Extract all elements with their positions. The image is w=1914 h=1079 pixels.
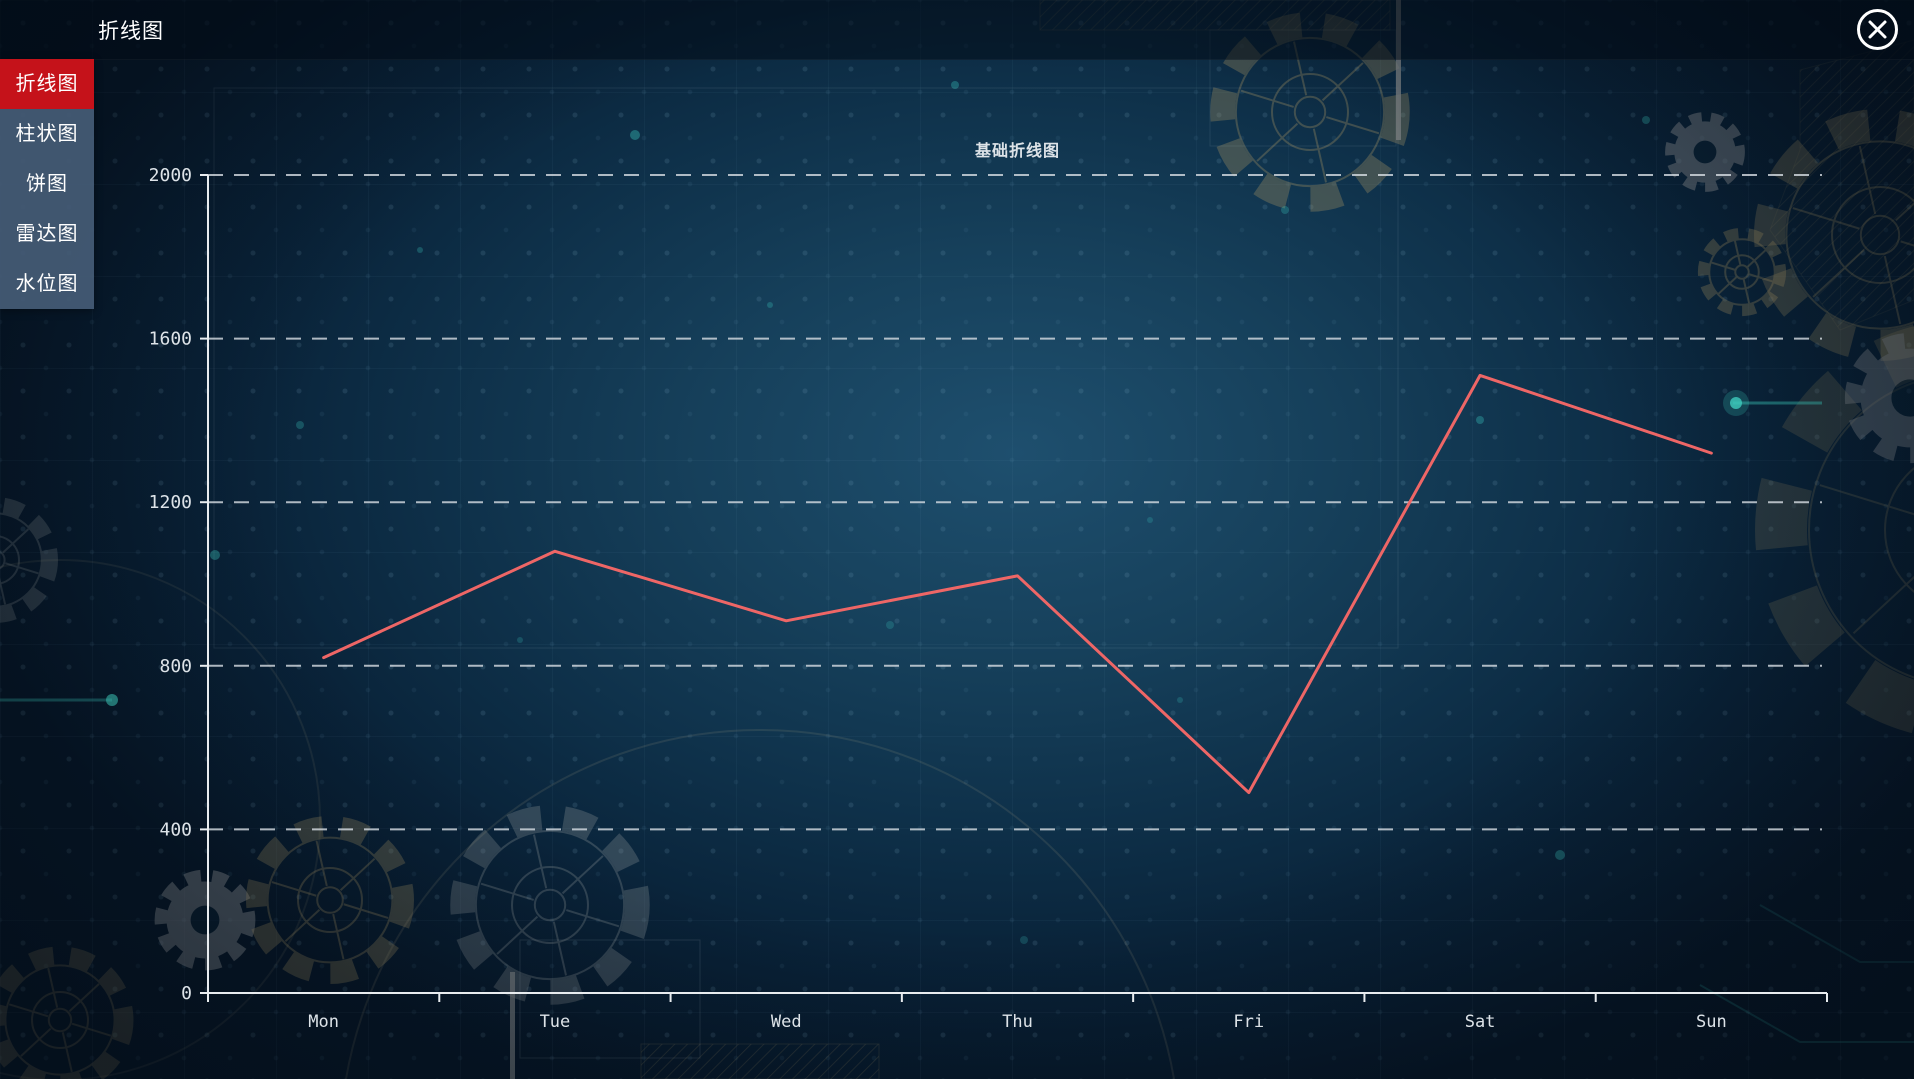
svg-text:2000: 2000 [149, 165, 192, 186]
sidebar-item-pie-chart[interactable]: 饼图 [26, 173, 68, 195]
svg-text:800: 800 [159, 656, 192, 677]
svg-text:Sun: Sun [1696, 1012, 1727, 1032]
sidebar-item-line-chart[interactable]: 折线图 [0, 59, 94, 109]
svg-text:Sat: Sat [1465, 1012, 1496, 1032]
svg-text:Wed: Wed [771, 1012, 802, 1032]
sidebar-item-radar-chart[interactable]: 雷达图 [15, 223, 79, 245]
svg-text:1200: 1200 [149, 492, 192, 513]
svg-text:Fri: Fri [1233, 1012, 1264, 1032]
svg-text:0: 0 [181, 983, 192, 1004]
svg-text:1600: 1600 [149, 329, 192, 350]
svg-text:Tue: Tue [540, 1012, 571, 1032]
header-bar: 折线图 [0, 0, 1914, 60]
close-button[interactable] [1856, 8, 1899, 51]
svg-text:400: 400 [159, 819, 192, 840]
chart-title: 基础折线图 [974, 143, 1060, 160]
sidebar-nav: 折线图 柱状图 饼图 雷达图 水位图 [0, 59, 94, 309]
close-icon [1857, 9, 1898, 50]
sidebar-item-liquid-chart[interactable]: 水位图 [15, 273, 79, 295]
svg-text:Thu: Thu [1002, 1012, 1033, 1032]
page-title: 折线图 [98, 19, 164, 43]
sidebar-item-bar-chart[interactable]: 柱状图 [15, 123, 79, 145]
svg-text:Mon: Mon [308, 1012, 339, 1032]
